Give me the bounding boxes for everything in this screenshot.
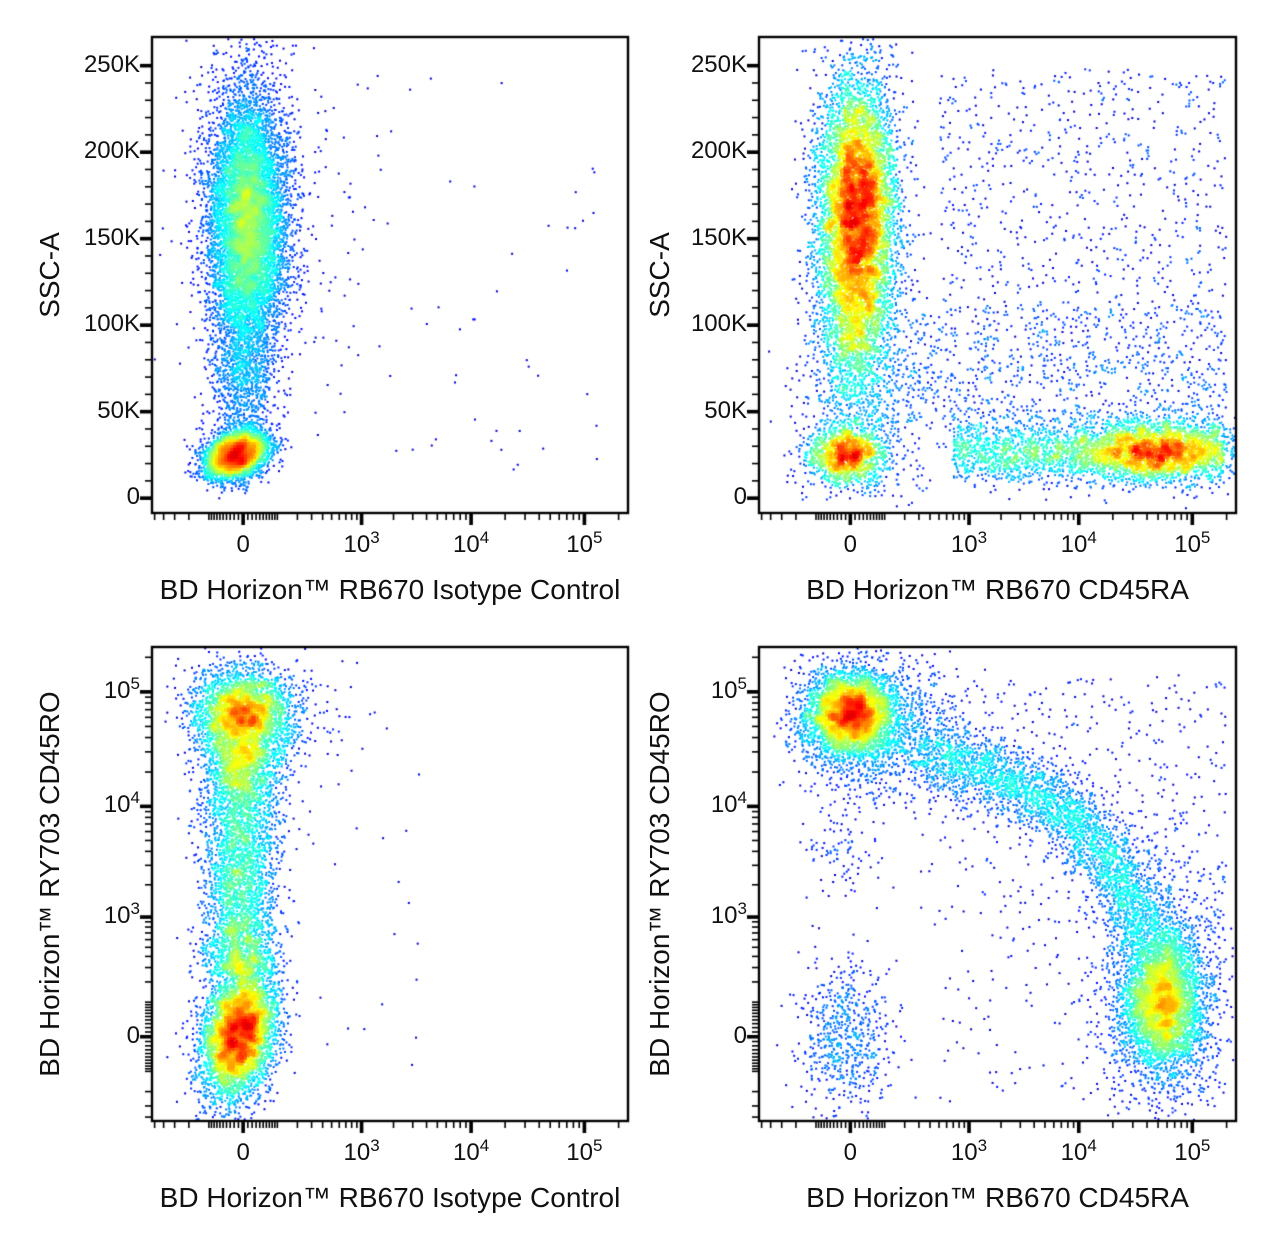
y-tick-label: 0 xyxy=(126,483,140,511)
x-tick-label: 103 xyxy=(950,528,988,558)
x-tick-label: 105 xyxy=(1174,528,1211,558)
y-tick-label: 250K xyxy=(690,50,747,78)
y-axis-title: SSC-A xyxy=(644,232,675,318)
x-tick-label: 103 xyxy=(950,1136,988,1166)
x-tick-label: 104 xyxy=(453,1136,490,1166)
y-axis-title: SSC-A xyxy=(34,232,65,318)
y-axis-title: BD Horizon™ RY703 CD45RO xyxy=(34,691,65,1077)
x-tick-label: 105 xyxy=(566,528,603,558)
y-tick-label: 103 xyxy=(710,899,747,930)
y-tick-label: 0 xyxy=(733,1021,747,1049)
y-tick-label: 200K xyxy=(690,137,747,165)
x-tick-label: 104 xyxy=(1060,528,1097,558)
x-tick-label: 103 xyxy=(343,1136,380,1166)
x-tick-label: 104 xyxy=(453,528,490,558)
y-tick-label: 150K xyxy=(690,223,747,251)
x-tick-label: 0 xyxy=(236,531,250,558)
y-tick-label: 0 xyxy=(733,483,747,511)
x-tick-label: 104 xyxy=(1060,1136,1097,1166)
y-tick-label: 104 xyxy=(710,788,747,819)
y-tick-label: 200K xyxy=(83,137,140,165)
y-tick-label: 0 xyxy=(126,1021,140,1049)
y-tick-label: 105 xyxy=(710,673,747,704)
x-tick-label: 103 xyxy=(343,528,380,558)
x-axis-title: BD Horizon™ RB670 Isotype Control xyxy=(159,1182,621,1213)
x-axis-title: BD Horizon™ RB670 CD45RA xyxy=(806,1182,1189,1213)
y-tick-label: 104 xyxy=(103,788,140,819)
x-axis-title: BD Horizon™ RB670 CD45RA xyxy=(806,574,1189,605)
x-tick-label: 105 xyxy=(1174,1136,1211,1166)
y-tick-label: 100K xyxy=(83,310,140,338)
y-tick-label: 100K xyxy=(690,310,747,338)
x-tick-label: 105 xyxy=(566,1136,603,1166)
x-tick-label: 0 xyxy=(236,1139,250,1166)
y-tick-label: 250K xyxy=(83,50,140,78)
y-tick-label: 50K xyxy=(97,396,140,424)
x-tick-label: 0 xyxy=(843,531,857,558)
y-tick-label: 150K xyxy=(83,223,140,251)
y-tick-label: 50K xyxy=(704,396,747,424)
y-axis-title: BD Horizon™ RY703 CD45RO xyxy=(644,691,675,1077)
x-tick-label: 0 xyxy=(843,1139,857,1166)
y-tick-label: 105 xyxy=(103,673,140,704)
y-tick-label: 103 xyxy=(103,899,140,930)
x-axis-title: BD Horizon™ RB670 Isotype Control xyxy=(159,574,621,605)
